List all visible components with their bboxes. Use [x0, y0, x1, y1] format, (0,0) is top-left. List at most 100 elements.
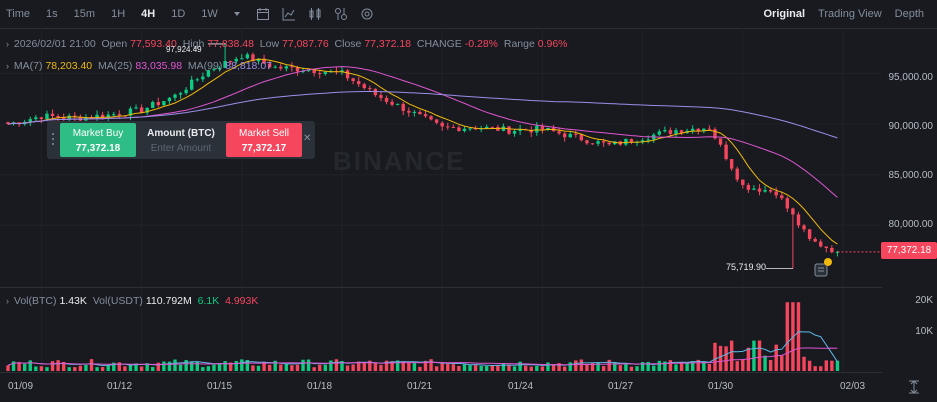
candle-body — [646, 139, 650, 141]
candle-body — [824, 246, 828, 248]
price-chart[interactable] — [0, 28, 882, 402]
volume-bar — [173, 359, 177, 371]
candle-body — [217, 67, 222, 70]
amount-input[interactable]: Amount (BTC) Enter Amount — [139, 123, 223, 157]
candle-body — [117, 114, 122, 116]
volume-bar — [618, 365, 623, 371]
volume-bar — [674, 364, 678, 371]
candle-body — [434, 119, 439, 123]
tf-4h[interactable]: 4H — [141, 8, 156, 20]
volume-bar — [351, 364, 355, 371]
tf-1w[interactable]: 1W — [201, 8, 218, 20]
market-buy-label: Market Buy — [72, 128, 124, 139]
volume-bar — [251, 365, 255, 371]
volume-bar — [345, 365, 350, 371]
candle-body — [674, 130, 678, 134]
tf-15m[interactable]: 15m — [73, 8, 96, 20]
volume-bar — [429, 359, 433, 371]
view-trading-view[interactable]: Trading View — [818, 8, 882, 20]
volume-bar — [162, 361, 166, 371]
candle-body — [724, 144, 728, 160]
tf-1h[interactable]: 1H — [111, 8, 126, 20]
candle-body — [468, 128, 472, 130]
volume-bar — [368, 360, 372, 371]
ohlc-readout: › 2026/02/01 21:00 Open 77,593.40 High 7… — [6, 38, 568, 50]
vol-ma-b-value: 4.993K — [225, 295, 259, 307]
candle-body — [462, 128, 467, 132]
candle-body — [557, 131, 561, 134]
ma25-label: MA(25) — [98, 60, 133, 72]
volume-bar — [596, 362, 600, 371]
candle-body — [34, 117, 38, 120]
volume-bar — [145, 363, 149, 371]
market-buy-button[interactable]: Market Buy 77,372.18 — [60, 123, 136, 157]
candle-body — [518, 129, 522, 132]
candle-body — [139, 107, 144, 113]
close-icon[interactable]: ✕ — [303, 133, 312, 144]
volume-bar — [301, 359, 305, 371]
volume-bar — [240, 359, 244, 371]
volume-bar — [718, 345, 723, 371]
volume-bar — [39, 366, 44, 371]
candle-body — [696, 128, 700, 132]
volume-bar — [557, 363, 561, 371]
volume-bar — [490, 365, 494, 371]
candle-body — [429, 116, 433, 120]
volume-bar — [362, 362, 366, 371]
volume-bar — [562, 366, 567, 371]
view-original[interactable]: Original — [763, 8, 806, 20]
tf-time[interactable]: Time — [6, 8, 31, 20]
price-axis[interactable]: 95,000.00 90,000.00 85,000.00 80,000.00 … — [882, 28, 937, 402]
volume-bar — [724, 346, 728, 371]
candle-body — [735, 168, 739, 180]
market-sell-button[interactable]: Market Sell 77,372.17 — [226, 123, 302, 157]
candle-body — [290, 66, 294, 68]
view-depth[interactable]: Depth — [894, 8, 924, 20]
indicator-icon[interactable] — [280, 5, 298, 23]
tf-1d[interactable]: 1D — [171, 8, 186, 20]
range-value: 0.96% — [537, 38, 568, 50]
candle-body — [529, 130, 533, 133]
tools-icon[interactable] — [332, 5, 350, 23]
vol-usdt-label: Vol(USDT) — [92, 295, 143, 307]
volume-bar — [323, 364, 327, 371]
volume-bar — [685, 362, 689, 371]
candle-body — [707, 128, 712, 130]
chevron-down-icon[interactable] — [228, 5, 246, 23]
volume-bar — [763, 355, 767, 371]
candle-body — [490, 126, 494, 128]
volume-bar — [668, 360, 673, 371]
candle-style-icon[interactable] — [306, 5, 324, 23]
chevron-right-icon[interactable]: › — [6, 39, 9, 49]
change-label: CHANGE — [416, 38, 462, 50]
volume-bar — [473, 365, 478, 371]
chevron-right-icon[interactable]: › — [6, 61, 9, 71]
drag-handle-icon[interactable] — [51, 131, 55, 147]
settings-icon[interactable] — [358, 5, 376, 23]
volume-bar — [512, 366, 517, 371]
volume-bar — [652, 365, 656, 371]
volume-bar — [768, 360, 773, 371]
volume-ma-line — [7, 347, 838, 366]
expand-icon[interactable] — [907, 380, 921, 394]
volume-bar — [340, 361, 344, 371]
change-value: -0.28% — [464, 38, 499, 50]
candle-body — [624, 138, 628, 145]
candle-body — [134, 107, 138, 109]
tf-1s[interactable]: 1s — [46, 8, 58, 20]
candle-body — [384, 97, 389, 102]
candle-body — [6, 122, 10, 125]
volume-bar — [802, 356, 806, 371]
volume-bar — [178, 364, 183, 371]
open-value: 77,593.40 — [130, 38, 177, 50]
chevron-right-icon[interactable]: › — [6, 296, 9, 306]
volume-bar — [379, 364, 383, 371]
candle-body — [596, 141, 600, 144]
volume-bar — [373, 362, 378, 371]
axis-divider — [0, 372, 882, 373]
current-price-tag: 77,372.18 — [881, 242, 937, 259]
amount-placeholder: Enter Amount — [150, 143, 212, 154]
calendar-icon[interactable] — [254, 5, 272, 23]
notes-icon[interactable] — [813, 262, 833, 278]
candle-body — [357, 81, 361, 85]
